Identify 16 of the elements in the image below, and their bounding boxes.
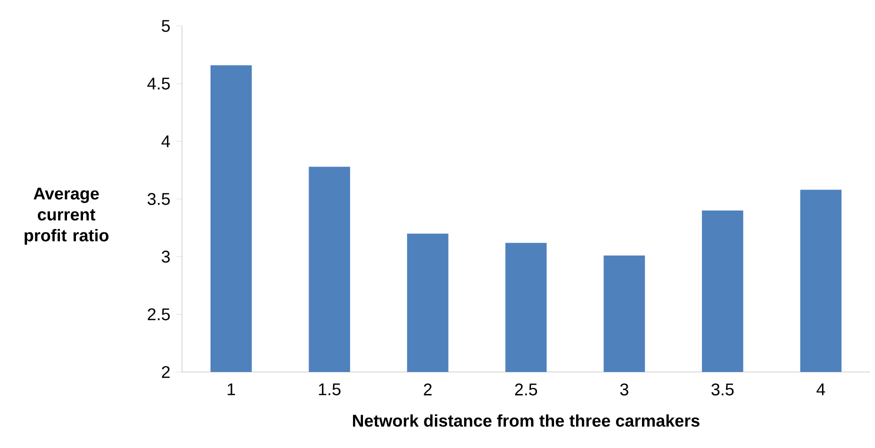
y-axis-title: Average current profit ratio [24,188,108,245]
x-axis-title: Network distance from the three carmakers [353,414,700,427]
x-tick-label: 1 [228,383,236,396]
x-tick-label: 2 [424,383,432,396]
x-tick-label: 3 [620,383,628,396]
y-tick-label: 5 [162,20,170,32]
x-tick-label: 3.5 [711,383,734,396]
y-tick-label: 2.5 [148,308,170,320]
y-tick-label: 2 [162,366,170,378]
y-tick-label: 4.5 [147,78,170,90]
y-tick-label: 3.5 [148,192,170,205]
x-tick-label: 4 [816,383,826,396]
y-tick-label: 4 [161,135,170,148]
x-tick-label: 2.5 [515,383,538,396]
y-tick-label: 3 [162,250,170,263]
x-tick-label: 1.5 [318,383,340,396]
